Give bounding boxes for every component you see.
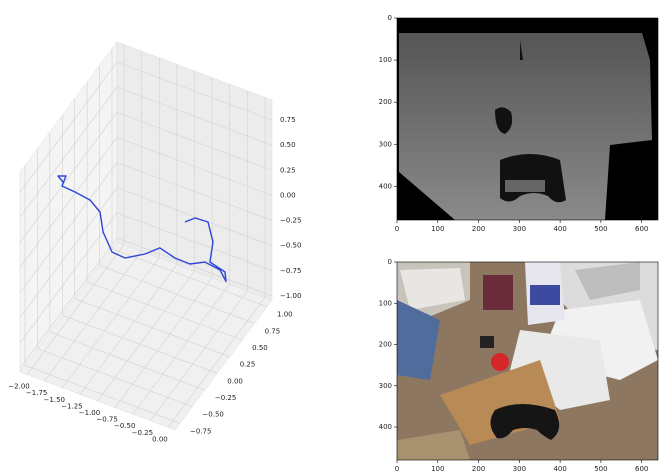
tick-label: −0.25	[132, 429, 153, 437]
x-tick-label: 0	[395, 225, 399, 233]
tick-label: −0.75	[280, 267, 301, 275]
y-tick-label: 0	[388, 258, 392, 266]
tick-label: 0.00	[280, 191, 296, 199]
y-tick-label: 0	[388, 14, 392, 22]
tick-label: 0.25	[240, 361, 256, 369]
x-tick-label: 100	[431, 225, 444, 233]
x-tick-label: 200	[472, 225, 485, 233]
y-tick-label: 100	[379, 299, 392, 307]
y-tick-label: 200	[379, 341, 392, 349]
tick-label: 0.75	[280, 116, 296, 124]
figure: −2.00−1.75−1.50−1.25−1.00−0.75−0.50−0.25…	[0, 0, 660, 474]
page: −2.00−1.75−1.50−1.25−1.00−0.75−0.50−0.25…	[0, 0, 660, 474]
y-tick-label: 100	[379, 56, 392, 64]
x-tick-label: 0	[395, 465, 399, 473]
tick-label: −0.75	[190, 427, 211, 435]
tick-label: 0.50	[280, 141, 296, 149]
tick-label: 0.50	[252, 344, 268, 352]
tick-label: 1.00	[277, 311, 293, 319]
tick-label: 0.25	[280, 166, 296, 174]
tick-label: −0.25	[280, 217, 301, 225]
tick-label: −0.50	[202, 411, 223, 419]
x-tick-label: 100	[431, 465, 444, 473]
y-tick-label: 300	[379, 382, 392, 390]
tick-label: −0.25	[215, 394, 236, 402]
x-tick-label: 600	[635, 225, 648, 233]
depth-image	[397, 18, 658, 220]
tick-label: −0.50	[280, 242, 301, 250]
x-tick-label: 200	[472, 465, 485, 473]
y-tick-label: 200	[379, 98, 392, 106]
tick-label: 0.00	[227, 377, 243, 385]
tick-label: 0.00	[152, 435, 168, 443]
rgb-image	[397, 262, 658, 460]
y-tick-label: 400	[379, 182, 392, 190]
x-tick-label: 500	[594, 465, 607, 473]
x-tick-label: 300	[513, 225, 526, 233]
x-tick-label: 400	[553, 225, 566, 233]
y-tick-label: 300	[379, 140, 392, 148]
x-tick-label: 600	[635, 465, 648, 473]
x-tick-label: 500	[594, 225, 607, 233]
tick-label: 0.75	[265, 327, 281, 335]
x-tick-label: 300	[513, 465, 526, 473]
tick-label: −1.00	[280, 292, 301, 300]
y-tick-label: 400	[379, 423, 392, 431]
x-tick-label: 400	[553, 465, 566, 473]
